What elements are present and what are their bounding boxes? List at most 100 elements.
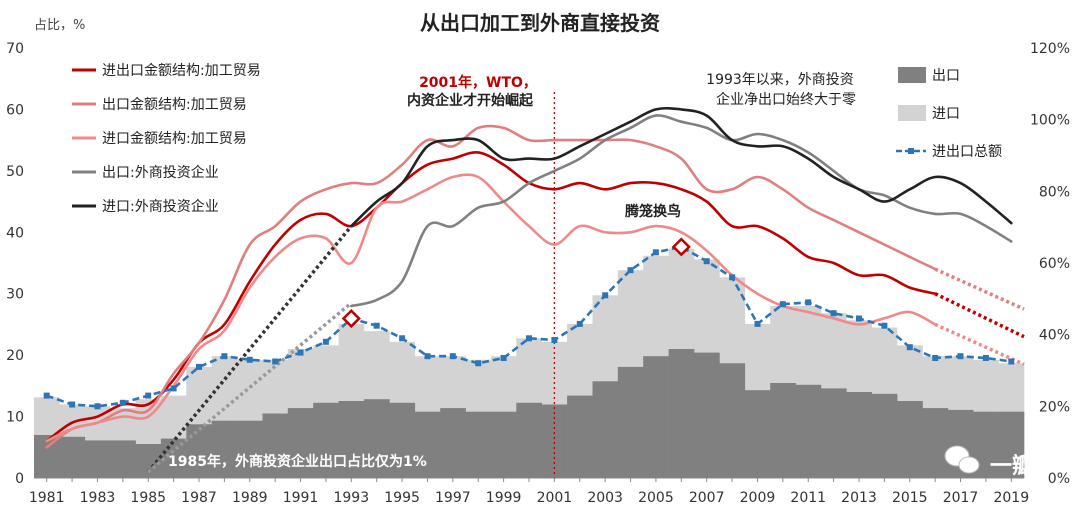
x-tick-label: 2003 [587,490,623,506]
left-tick-label: 20 [6,348,24,364]
axes: 0 10 20 30 40 50 60 70 0% 20% 40% 60% 80% 100% 120% 198… [6,41,1070,506]
bar-export-2000 [516,402,542,479]
right-tick-label: 0% [1048,471,1070,487]
left-tick-label: 70 [6,41,24,57]
legend-marker-进出口总额 [908,148,914,154]
legend-label-进口金额结构:加工贸易: 进口金额结构:加工贸易 [102,131,247,147]
total-point-1985 [145,392,152,399]
total-point-2011 [805,299,812,306]
bar-export-2015 [897,401,923,478]
x-tick-label: 2001 [537,490,573,506]
bar-export-1987 [186,424,212,479]
total-point-1996 [424,353,431,360]
bar-export-2007 [694,352,720,478]
x-tick-label: 2009 [740,490,776,506]
right-tick-label: 60% [1039,256,1070,272]
total-point-2010 [779,301,786,308]
total-series [43,237,1015,410]
x-tick-label: 1989 [232,490,268,506]
legend-label-进口:外商投资企业: 进口:外商投资企业 [102,198,219,215]
total-point-1981 [43,392,50,399]
total-point-2014 [881,322,888,329]
bar-export-2012 [820,388,847,478]
legend-swatch-出口 [898,67,926,83]
total-point-2001 [551,337,558,343]
total-point-1982 [69,401,76,408]
watermark: 一瓣 [944,445,1034,479]
total-point-2005 [652,249,659,256]
left-tick-label: 40 [6,225,24,241]
wechat-icon [944,445,980,474]
bar-export-1996 [414,411,441,478]
total-point-1994 [373,322,380,329]
bar-export-2002 [567,395,593,478]
total-point-2016 [932,355,939,361]
bar-export-2006 [668,349,695,478]
highlight-marker-2006 [671,237,691,257]
total-point-1983 [94,403,101,410]
stacked-bars [34,248,1025,479]
dotted-出口金额结构:加工贸易 预测 [934,267,1025,311]
total-point-2013 [856,315,862,322]
x-tick-label: 2019 [993,490,1029,506]
total-point-2017 [957,353,964,360]
bar-export-1989 [237,420,263,478]
bar-export-2008 [719,363,746,478]
x-tick-label: 1997 [435,490,471,506]
right-tick-label: 40% [1039,328,1070,344]
x-tick-label: 1983 [80,490,116,506]
bar-export-2010 [770,383,796,478]
right-tick-label: 120% [1030,41,1070,57]
bar-export-1983 [84,440,111,478]
total-point-2018 [982,355,989,361]
legend-label-出口: 出口 [932,68,960,84]
total-point-2002 [576,320,583,327]
dotted-进口外商投资企业 回溯 [146,225,353,473]
bar-export-2013 [846,392,872,478]
x-tick-label: 2005 [638,490,674,506]
total-point-1988 [221,353,228,360]
total-point-2019 [1008,358,1015,365]
bar-export-1998 [465,411,492,478]
total-point-2003 [602,292,609,299]
bar-export-2009 [744,390,771,478]
x-tick-label: 1985 [130,490,166,506]
dotted-进口金额结构:加工贸易 预测 [934,322,1025,366]
bar-export-2019 [998,411,1025,478]
bar-export-1988 [211,420,238,478]
x-tick-label: 1987 [181,490,217,506]
line-total-trade [46,245,1012,408]
left-tick-label: 10 [6,410,24,426]
annotation-bottom: 1985年，外商投资企业出口占比仅为1% [168,453,427,470]
total-point-1998 [475,360,482,367]
total-point-1986 [170,385,177,392]
total-point-1987 [196,363,202,370]
annotation-wto-line2: 内资企业才开始崛起 [407,92,534,109]
total-point-1990 [272,358,279,365]
left-axis-unit: 占比，% [34,18,85,33]
legend-swatch-进口 [898,105,926,121]
x-tick-label: 2017 [943,490,979,506]
total-point-2000 [526,335,532,342]
bar-export-2003 [592,381,619,479]
right-tick-label: 80% [1039,184,1070,200]
legend-label-进出口总额: 进出口总额 [932,144,1002,160]
total-point-2008 [729,274,736,281]
bar-export-1994 [364,399,390,478]
x-tick-label: 1981 [29,490,65,506]
highlight-marker-1993 [341,308,361,329]
total-point-2015 [906,344,913,351]
left-tick-label: 0 [15,471,24,487]
bar-export-1990 [262,413,289,478]
series-lines [45,106,1025,474]
bar-export-1993 [338,401,365,478]
left-tick-label: 50 [6,164,24,180]
bar-export-1997 [440,408,466,478]
total-point-1989 [246,356,253,363]
legend-label-进口: 进口 [932,106,960,122]
annotation-wto-line1: 2001年，WTO， [419,74,537,91]
bar-export-1991 [287,408,314,478]
bar-export-1982 [59,436,86,478]
annotation-fdi-line1: 1993年以来，外商投资 [706,72,854,88]
bar-export-2005 [643,356,669,478]
